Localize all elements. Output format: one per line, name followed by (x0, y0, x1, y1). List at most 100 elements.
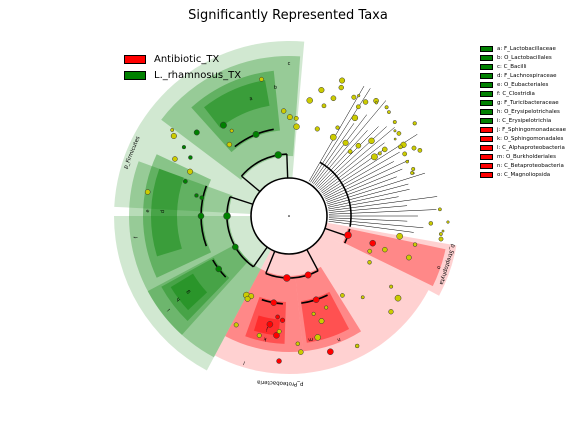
taxa-legend-label: o: C_Magnoliopsida (497, 171, 551, 178)
clade-sector (151, 168, 184, 257)
branch-spoke (311, 123, 355, 184)
taxon-node (354, 343, 360, 349)
taxon-node (286, 114, 293, 121)
branch-arc (265, 270, 319, 279)
taxa-legend-label: i: C_Erysipelotrichia (497, 117, 552, 124)
taxon-node (193, 129, 200, 136)
taxon-node (411, 167, 416, 172)
clade-letter-label: o (435, 265, 442, 270)
taxon-node (342, 139, 349, 146)
taxon-node (369, 239, 376, 247)
clade-sector (161, 257, 230, 322)
taxa-legend-swatch (480, 90, 493, 97)
taxon-node (357, 94, 361, 98)
taxon-node (283, 274, 291, 282)
branch-spoke (306, 249, 319, 272)
taxa-legend-label: j: F_Sphingomonadaceae (497, 126, 566, 133)
taxon-node (306, 97, 313, 104)
taxon-node (356, 104, 361, 110)
taxon-node (438, 236, 444, 242)
taxa-legend: a: F_Lactobacillaceae b: O_Lactobacillale… (480, 44, 566, 179)
taxon-node (335, 125, 340, 130)
branch-spoke (313, 114, 367, 185)
branch-spoke (265, 250, 276, 274)
taxa-legend-item: d: F_Lachnospiraceae (480, 71, 566, 80)
clade-sector (170, 273, 208, 311)
taxon-node (402, 151, 408, 157)
taxon-node (382, 246, 388, 253)
taxon-node (293, 115, 299, 121)
clade-letter-label: j (266, 326, 269, 332)
taxon-node (226, 141, 233, 148)
taxon-node (223, 212, 231, 220)
clade-letter-label: g (185, 289, 192, 295)
taxon-node (367, 248, 373, 254)
taxa-legend-item: g: F_Turicibacteraceae (480, 98, 566, 107)
taxon-node (314, 334, 321, 341)
taxon-node (181, 145, 187, 150)
taxon-node (275, 314, 280, 320)
taxa-legend-item: o: C_Magnoliopsida (480, 170, 566, 179)
clade-letter-label: i (166, 307, 172, 312)
taxon-node (344, 231, 352, 239)
taxa-legend-label: m: O_Burkholderiales (497, 153, 556, 160)
clade-sector (342, 228, 446, 287)
branch-spoke (315, 130, 368, 187)
taxa-legend-item: c: C_Bacilli (480, 62, 566, 71)
taxon-node (374, 101, 378, 105)
taxon-node (279, 317, 286, 323)
clade-sector (295, 266, 362, 352)
taxon-node (199, 195, 205, 200)
branch-spoke (310, 88, 371, 183)
taxon-node (355, 142, 362, 149)
taxa-legend-swatch (480, 144, 493, 151)
branch-spoke (326, 176, 397, 203)
tree-nodes (144, 76, 450, 364)
clade-letter-label: c (288, 61, 291, 67)
branch-spoke (325, 168, 403, 201)
taxon-node (411, 145, 417, 151)
taxa-legend-label: n: C_Betaproteobacteria (497, 162, 564, 169)
taxa-legend-swatch (480, 54, 493, 61)
branch-spoke (323, 151, 400, 197)
branch-spoke (317, 126, 379, 188)
branch-spoke (286, 154, 289, 179)
taxon-node (276, 329, 282, 334)
taxon-node (276, 358, 282, 364)
taxon-node (393, 129, 397, 133)
taxon-node (312, 296, 320, 303)
taxa-legend-item: b: O_Lactobacillales (480, 53, 566, 62)
taxon-node (321, 103, 327, 109)
taxa-legend-label: g: F_Turicibacteraceae (497, 99, 559, 106)
branch-spoke (328, 209, 437, 215)
phylum-label: p_Proteobacteria (257, 379, 304, 387)
taxon-node (392, 120, 397, 125)
taxa-legend-item: e: O_Eubacteriales (480, 80, 566, 89)
taxon-node (446, 220, 450, 224)
taxon-node (188, 155, 193, 160)
clade-sector (300, 291, 350, 343)
taxa-legend-item: k: O_Sphingomonadales (480, 134, 566, 143)
taxa-legend-item: j: F_Sphingomonadaceae (480, 125, 566, 134)
clade-letter-label: e (145, 209, 151, 212)
taxon-node (368, 137, 375, 145)
clade-letter-label: l (243, 359, 246, 365)
legend-swatch (124, 54, 146, 64)
taxa-legend-item: m: O_Burkholderiales (480, 152, 566, 161)
branch-spoke (328, 217, 408, 222)
taxon-node (219, 121, 227, 129)
branch-spoke (308, 85, 365, 182)
clade-sector (114, 40, 305, 215)
taxon-node (339, 77, 346, 84)
group-legend-item: L._rhamnosus_TX (124, 67, 241, 83)
taxon-node (388, 309, 394, 315)
branch-spoke (241, 175, 261, 193)
taxa-legend-item: i: C_Erysipelotrichia (480, 116, 566, 125)
taxa-legend-item: n: C_Betaproteobacteria (480, 161, 566, 170)
taxon-node (382, 146, 388, 153)
highlight-sectors (114, 40, 457, 374)
taxon-node (340, 293, 345, 298)
taxon-node (273, 332, 280, 339)
taxa-legend-item: l: C_Alphaproteobacteria (480, 143, 566, 152)
